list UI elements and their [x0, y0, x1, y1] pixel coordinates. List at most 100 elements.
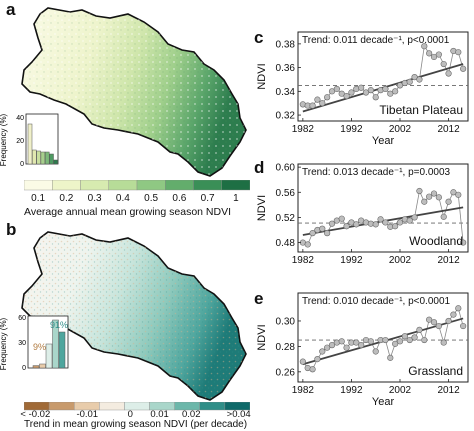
data-point — [334, 86, 340, 92]
data-point — [344, 223, 350, 229]
data-point — [431, 191, 437, 197]
y-tick-label: 0.36 — [276, 63, 296, 74]
data-point — [383, 86, 389, 92]
y-axis-label: NDVI — [256, 324, 268, 350]
data-point — [373, 94, 379, 100]
data-point — [421, 337, 427, 343]
data-point — [441, 214, 447, 220]
trend-annotation: Trend: 0.011 decade⁻¹, p<0.0001 — [302, 35, 450, 46]
data-point — [446, 318, 452, 324]
x-tick-label: 1992 — [340, 255, 363, 266]
data-point — [397, 220, 403, 226]
data-point — [402, 333, 408, 339]
data-point — [426, 194, 432, 200]
data-point — [349, 90, 355, 96]
data-point — [455, 49, 461, 55]
data-point — [344, 345, 350, 351]
data-point — [383, 220, 389, 226]
y-tick-label: 0.38 — [276, 39, 296, 50]
region-label: Grassland — [408, 364, 463, 378]
data-point — [412, 215, 418, 221]
data-point — [324, 94, 330, 100]
data-point — [460, 323, 466, 329]
data-point — [387, 355, 393, 361]
data-point — [373, 349, 379, 355]
data-point — [436, 195, 442, 201]
chart-panel-e: 0.26 0.28 0.30 1982 1992 2002 2012 NDVI Year Tren… — [256, 293, 468, 408]
data-point — [358, 85, 364, 91]
data-point — [319, 226, 325, 232]
y-tick-label: 0.30 — [276, 316, 296, 327]
y-tick-label: 0.52 — [276, 213, 296, 224]
y-tick-label: 0.56 — [276, 188, 296, 199]
data-point — [319, 100, 325, 106]
x-tick-label: 2012 — [437, 385, 460, 396]
data-point — [324, 230, 330, 236]
data-point — [339, 339, 345, 345]
data-point — [407, 218, 413, 224]
x-tick-label: 1982 — [292, 124, 315, 135]
x-tick-label: 2012 — [437, 255, 460, 266]
data-point — [310, 230, 316, 236]
x-tick-label: 1992 — [340, 124, 363, 135]
data-point — [315, 97, 321, 103]
region-label: Tibetan Plateau — [379, 103, 463, 117]
data-point — [392, 223, 398, 229]
data-point — [421, 199, 427, 205]
data-point — [397, 339, 403, 345]
data-point — [339, 216, 345, 222]
region-label: Woodland — [409, 234, 463, 248]
data-point — [319, 349, 325, 355]
data-point — [305, 242, 311, 248]
data-point — [368, 339, 374, 345]
data-point — [446, 71, 452, 77]
x-axis-label: Year — [372, 396, 395, 408]
data-point — [368, 87, 374, 93]
trend-annotation: Trend: 0.013 decade⁻¹, p=0.0003 — [302, 167, 451, 178]
x-tick-label: 1992 — [340, 385, 363, 396]
y-tick-label: 0.26 — [276, 367, 296, 378]
data-point — [441, 340, 447, 346]
data-point — [455, 192, 461, 198]
data-point — [378, 217, 384, 223]
chart-panel-c: 0.320.340.360.381982 1992 2002 2012NDVIYear… — [256, 32, 468, 147]
data-point — [446, 199, 452, 205]
data-point — [358, 342, 364, 348]
data-point — [329, 221, 335, 227]
x-tick-label: 1982 — [292, 385, 315, 396]
trend-annotation: Trend: 0.010 decade⁻¹, p<0.0001 — [302, 296, 451, 307]
data-point — [310, 103, 316, 109]
data-point — [373, 222, 379, 228]
data-point — [407, 79, 413, 85]
data-point — [417, 77, 423, 83]
y-tick-label: 0.28 — [276, 342, 296, 353]
x-tick-label: 2002 — [389, 385, 412, 396]
data-point — [417, 327, 423, 333]
y-tick-label: 0.32 — [276, 111, 296, 122]
chart-panel-d: 0.48 0.52 0.56 0.60 1982 1992 2002 2012 NDVI Tren… — [256, 163, 468, 266]
data-point — [315, 356, 321, 362]
data-point — [455, 305, 461, 311]
data-point — [383, 337, 389, 343]
y-axis-label: NDVI — [256, 195, 268, 221]
x-tick-label: 2012 — [437, 124, 460, 135]
data-point — [412, 335, 418, 341]
data-point — [300, 359, 306, 365]
data-point — [353, 222, 359, 228]
data-point — [460, 66, 466, 72]
data-point — [436, 323, 442, 329]
data-point — [417, 188, 423, 194]
data-point — [344, 93, 350, 99]
x-tick-label: 2002 — [389, 255, 412, 266]
y-tick-label: 0.48 — [276, 238, 296, 249]
data-point — [451, 312, 457, 318]
data-point — [431, 319, 437, 325]
data-point — [436, 52, 442, 58]
y-tick-label: 0.60 — [276, 163, 296, 174]
y-axis-label: NDVI — [256, 63, 268, 89]
data-point — [392, 89, 398, 95]
data-point — [426, 51, 432, 57]
data-point — [441, 61, 447, 67]
x-axis-label: Year — [372, 135, 395, 147]
